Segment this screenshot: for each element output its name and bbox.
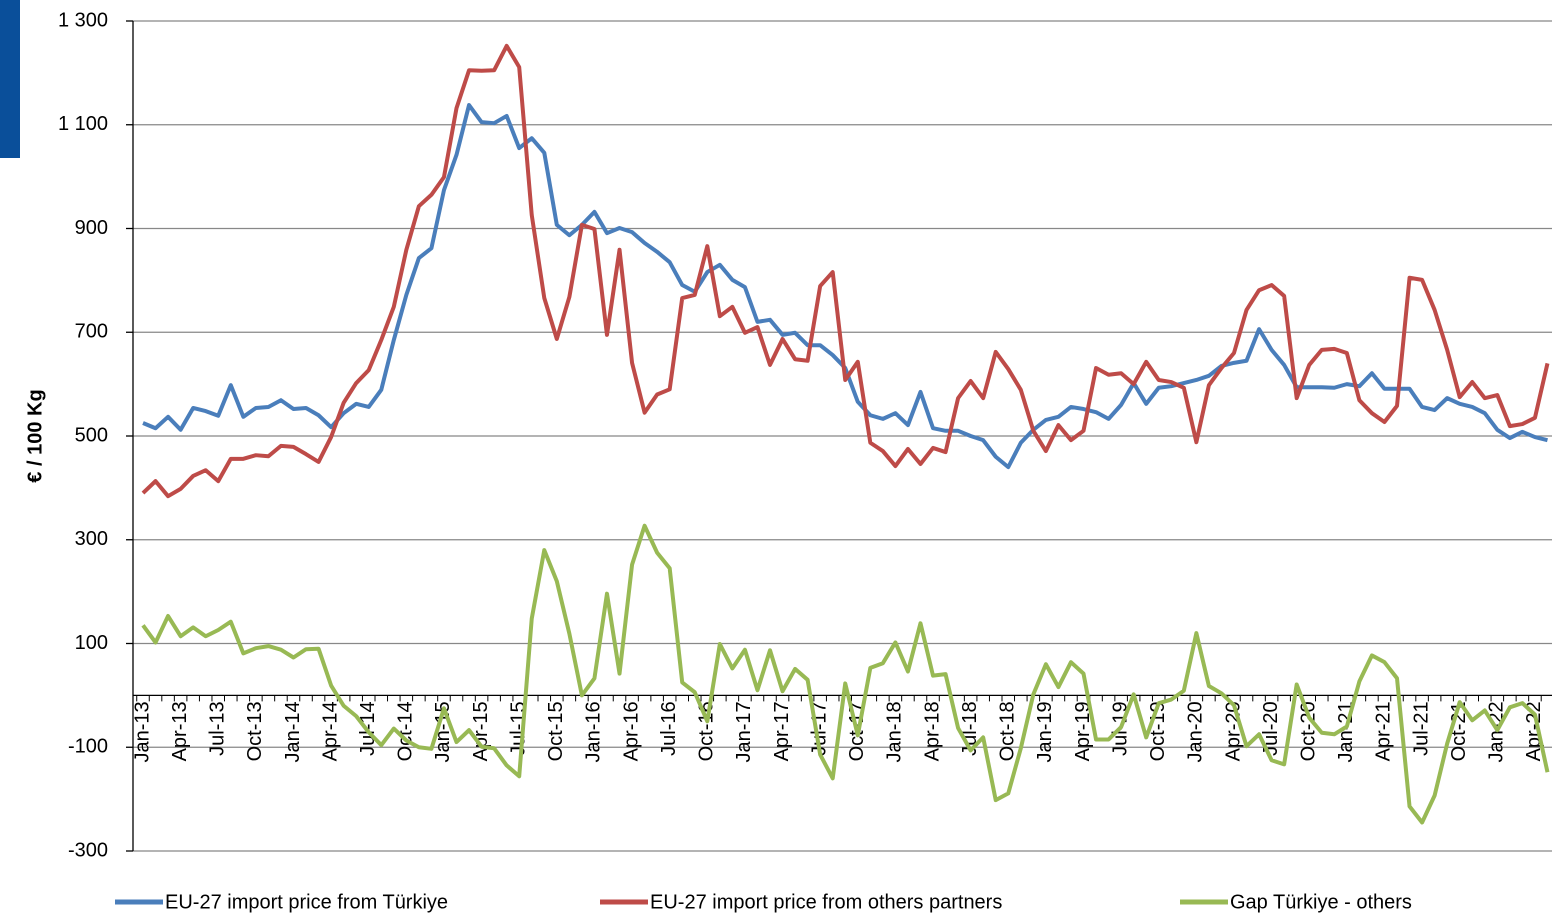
x-tick-label: Oct-16 xyxy=(696,701,718,761)
x-tick-label: Jan-19 xyxy=(1034,701,1056,762)
y-tick-label: -300 xyxy=(68,839,108,861)
x-tick-label: Oct-15 xyxy=(545,701,567,761)
x-tick-label: Jan-16 xyxy=(583,701,605,762)
y-tick-label: 700 xyxy=(75,321,108,343)
series-line xyxy=(141,523,1550,825)
x-tick-label: Jul-21 xyxy=(1410,701,1432,755)
x-tick-label: Apr-22 xyxy=(1523,701,1545,761)
y-tick-label: -100 xyxy=(68,736,108,758)
x-tick-label: Apr-19 xyxy=(1072,701,1094,761)
x-tick-label: Oct-13 xyxy=(244,701,266,761)
x-tick-label: Jul-13 xyxy=(207,701,229,755)
series-line xyxy=(142,103,1548,470)
x-tick-label: Jan-20 xyxy=(1185,701,1207,762)
x-tick-label: Apr-16 xyxy=(620,701,642,761)
x-tick-label: Jan-17 xyxy=(733,701,755,762)
x-tick-label: Apr-15 xyxy=(470,701,492,761)
x-tick-label: Apr-13 xyxy=(169,701,191,761)
x-tick-label: Apr-14 xyxy=(319,701,341,761)
y-axis-label: € / 100 Kg xyxy=(24,389,46,482)
x-tick-label: Jan-14 xyxy=(282,701,304,762)
y-tick-label: 900 xyxy=(75,217,108,239)
x-tick-label: Oct-18 xyxy=(997,701,1019,761)
legend-label: EU-27 import price from Türkiye xyxy=(165,891,448,913)
y-tick-label: 1 100 xyxy=(58,113,108,135)
x-tick-label: Jan-13 xyxy=(131,701,153,762)
legend-label: EU-27 import price from others partners xyxy=(650,891,1002,913)
x-tick-label: Oct-14 xyxy=(395,701,417,761)
legend-label: Gap Türkiye - others xyxy=(1230,891,1412,913)
x-tick-label: Jul-20 xyxy=(1260,701,1282,755)
x-tick-label: Jul-16 xyxy=(658,701,680,755)
x-tick-label: Apr-18 xyxy=(921,701,943,761)
x-tick-label: Oct-20 xyxy=(1298,701,1320,761)
y-tick-label: 100 xyxy=(75,632,108,654)
y-tick-label: 300 xyxy=(75,528,108,550)
y-tick-label: 1 300 xyxy=(58,9,108,31)
x-tick-label: Apr-21 xyxy=(1373,701,1395,761)
corner-mark xyxy=(0,0,20,158)
y-tick-label: 500 xyxy=(75,424,108,446)
x-tick-label: Apr-17 xyxy=(771,701,793,761)
series-line xyxy=(141,43,1550,499)
x-tick-label: Jan-18 xyxy=(884,701,906,762)
